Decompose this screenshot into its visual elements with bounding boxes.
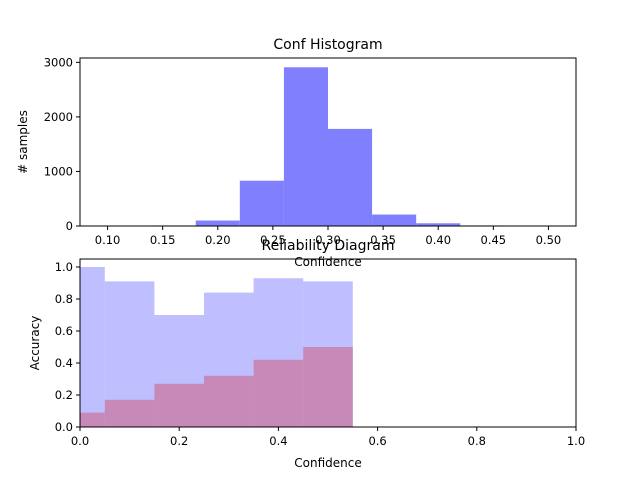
histogram-y-label: # samples xyxy=(16,110,30,174)
x-tick-label: 0.25 xyxy=(260,233,286,247)
x-tick-label: 0.8 xyxy=(468,434,486,448)
confidence-bar xyxy=(303,347,353,427)
histogram-bar xyxy=(239,180,284,226)
confidence-bar xyxy=(104,399,155,427)
y-tick-label: 0.6 xyxy=(55,324,73,338)
confidence-bar xyxy=(154,383,204,427)
confidence-bar xyxy=(253,359,304,427)
x-tick-label: 0.2 xyxy=(170,434,188,448)
x-tick-label: 0.6 xyxy=(368,434,386,448)
x-tick-label: 0.0 xyxy=(71,434,89,448)
x-tick-label: 0.45 xyxy=(481,233,507,247)
reliability-x-label: Confidence xyxy=(294,456,361,470)
histogram-bars xyxy=(107,67,549,226)
x-tick-label: 0.15 xyxy=(150,233,176,247)
y-tick-label: 1.0 xyxy=(55,260,73,274)
y-tick-label: 2000 xyxy=(44,110,73,124)
reliability-x-ticks: 0.0 0.2 0.4 0.6 0.8 1.0 xyxy=(71,427,585,448)
reliability-bars xyxy=(80,267,353,427)
y-tick-label: 0.8 xyxy=(55,292,73,306)
y-tick-label: 0.4 xyxy=(55,356,73,370)
y-tick-label: 3000 xyxy=(44,55,73,69)
histogram-y-ticks: 0 1000 2000 3000 xyxy=(44,55,80,233)
x-tick-label: 0.10 xyxy=(95,233,121,247)
reliability-axes-frame xyxy=(79,258,577,428)
x-tick-label: 0.35 xyxy=(370,233,396,247)
accuracy-bar xyxy=(80,267,105,427)
histogram-bar xyxy=(372,214,417,226)
confidence-bar xyxy=(204,375,254,427)
x-tick-label: 1.0 xyxy=(567,434,585,448)
y-tick-label: 0.0 xyxy=(55,420,73,434)
y-tick-label: 0 xyxy=(66,219,73,233)
x-tick-label: 0.20 xyxy=(205,233,231,247)
conf-histogram-chart: 0.10 0.15 0.20 0.25 0.30 0.35 0.40 0.45 0.50 0 10… xyxy=(16,37,577,269)
reliability-title: Reliability Diagram xyxy=(262,238,395,254)
histogram-x-label: Confidence xyxy=(294,255,361,269)
histogram-bar xyxy=(283,67,328,226)
x-tick-label: 0.50 xyxy=(536,233,562,247)
histogram-bar xyxy=(416,223,461,226)
x-tick-label: 0.40 xyxy=(425,233,451,247)
x-tick-label: 0.30 xyxy=(315,233,341,247)
histogram-bar xyxy=(328,128,373,226)
histogram-x-ticks: 0.10 0.15 0.20 0.25 0.30 0.35 0.40 0.45 0.50 xyxy=(95,226,561,247)
histogram-bar xyxy=(195,220,240,226)
confidence-bar xyxy=(80,412,105,427)
y-tick-label: 0.2 xyxy=(55,388,73,402)
reliability-y-ticks: 0.0 0.2 0.4 0.6 0.8 1.0 xyxy=(55,260,80,434)
x-tick-label: 0.4 xyxy=(269,434,287,448)
reliability-diagram-chart: 0.0 0.2 0.4 0.6 0.8 1.0 0.0 0.2 0.4 0.6 0.8 1.0 Re… xyxy=(28,238,585,470)
reliability-y-label: Accuracy xyxy=(28,316,42,371)
histogram-title: Conf Histogram xyxy=(273,37,382,53)
y-tick-label: 1000 xyxy=(44,164,73,178)
